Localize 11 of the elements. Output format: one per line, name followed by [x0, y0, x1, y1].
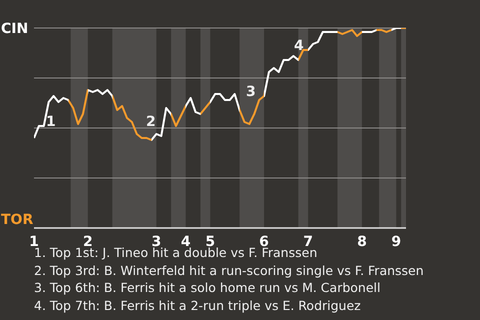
x-tick-label: 9: [391, 234, 402, 250]
text: 4. Top 7th: B. Ferris hit a 2-run triple vs E. Rodriguez: [34, 296, 362, 314]
annotation: 4: [294, 38, 304, 54]
text: CIN: [1, 21, 28, 37]
text: TOR: [1, 212, 34, 228]
text: 2. Top 3rd: B. Winterfeld hit a run-scoring single vs F. Franssen: [34, 262, 424, 279]
annotation: 1: [46, 114, 56, 130]
annotation: 3: [246, 84, 256, 100]
annotation: 2: [146, 114, 156, 130]
text: 3. Top 6th: B. Ferris hit a solo home run vs M. Carbonell: [34, 279, 382, 296]
x-tick-label: 8: [357, 234, 367, 250]
